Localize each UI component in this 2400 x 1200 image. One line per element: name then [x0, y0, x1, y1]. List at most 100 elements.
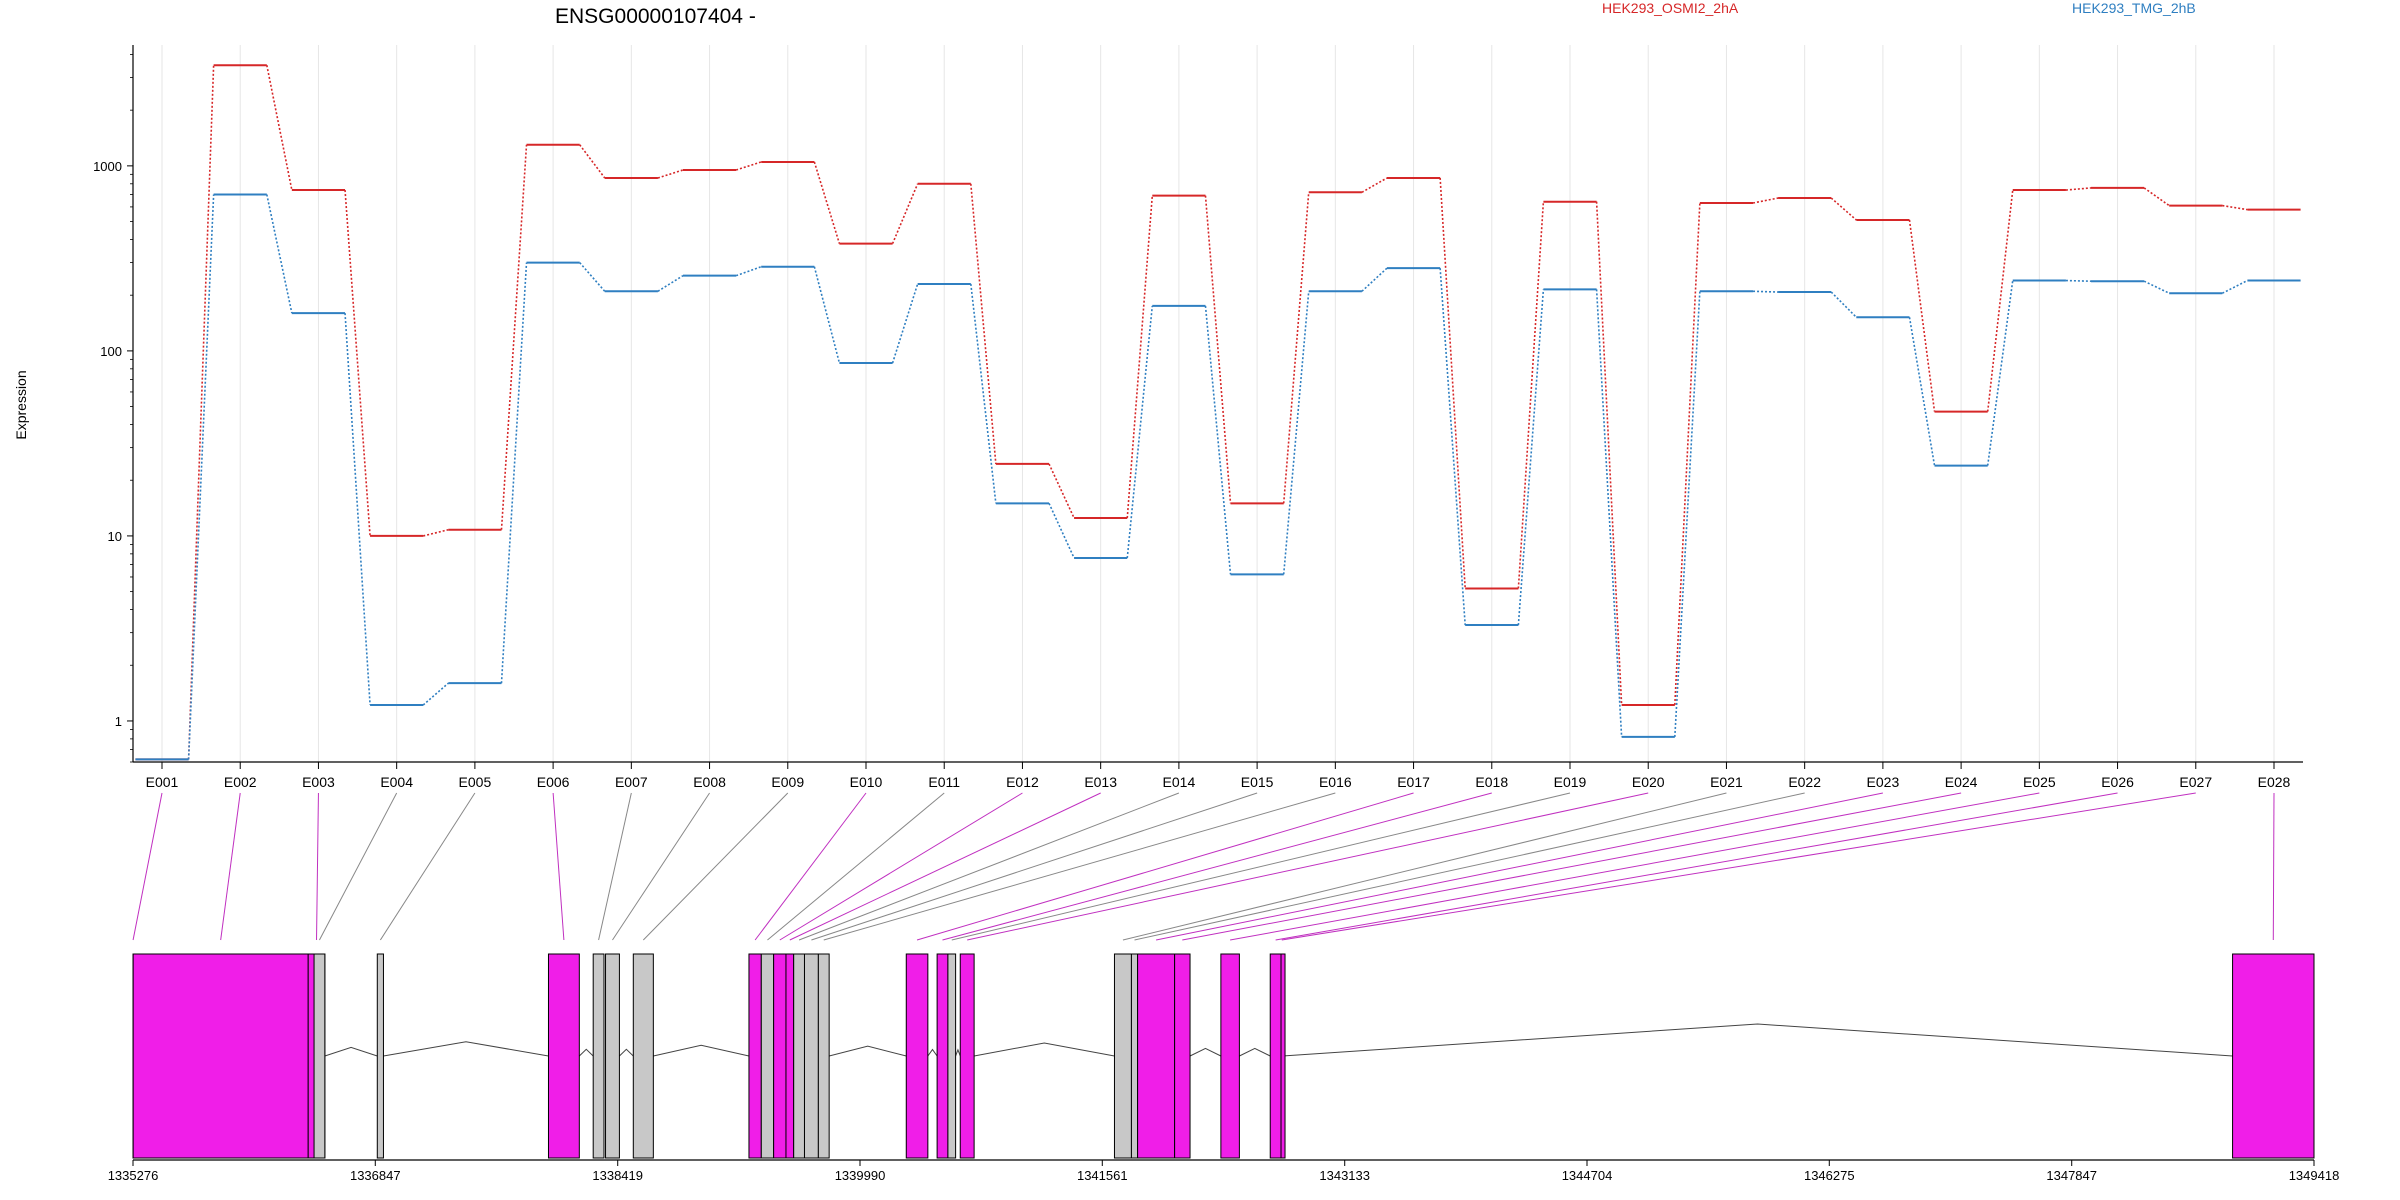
exon-block: [785, 953, 795, 1159]
x-tick-label: E018: [1475, 774, 1508, 790]
exon-connector: [942, 792, 1492, 941]
exon-block: [1280, 953, 1286, 1159]
exon-connector: [811, 792, 1258, 941]
x-tick-label: E014: [1163, 774, 1196, 790]
exon-block: [592, 953, 605, 1159]
x-tick-label: E019: [1554, 774, 1587, 790]
series-connector: [1517, 201, 1545, 589]
intron-line: [927, 1048, 938, 1057]
exon-connector: [598, 792, 632, 941]
series-connector: [187, 65, 215, 760]
series-connector: [891, 183, 919, 244]
series-connector: [1282, 291, 1310, 575]
series-connector: [735, 265, 762, 277]
exon-block: [959, 953, 975, 1159]
genomic-tick-label: 1346275: [1804, 1168, 1855, 1183]
series-2: [135, 193, 2301, 761]
exon-block: [1220, 953, 1240, 1159]
intron-line: [578, 1048, 594, 1057]
series-connector: [1204, 305, 1232, 575]
exon-block: [760, 953, 775, 1159]
series-connector: [2143, 187, 2170, 207]
x-tick-label: E021: [1710, 774, 1743, 790]
exon-block: [2232, 953, 2315, 1159]
series-connector: [1830, 291, 1857, 318]
series-connector: [813, 266, 841, 364]
y-tick-label: 1: [115, 714, 122, 729]
series-connector: [1439, 177, 1466, 589]
y-axis-label: Expression: [13, 370, 29, 439]
y-tick-label: 100: [100, 344, 122, 359]
series-connector: [1517, 289, 1545, 626]
genomic-tick-label: 1338419: [592, 1168, 643, 1183]
x-tick-label: E025: [2023, 774, 2056, 790]
intron-line: [829, 1045, 907, 1057]
series-1: [135, 64, 2301, 761]
exon-block: [817, 953, 830, 1159]
exon-block: [376, 953, 384, 1159]
exon-block: [1137, 953, 1176, 1159]
series-connector: [735, 161, 762, 171]
series-connector: [422, 682, 449, 706]
x-tick-label: E006: [537, 774, 570, 790]
series-connector: [1204, 195, 1232, 504]
series-connector: [1753, 290, 1779, 293]
exon-block: [132, 953, 309, 1159]
series-connector: [1439, 268, 1466, 626]
x-tick-label: E009: [771, 774, 804, 790]
intron-line: [1239, 1047, 1271, 1057]
series-connector: [657, 274, 684, 292]
x-tick-label: E027: [2179, 774, 2212, 790]
series-connector: [1674, 202, 1701, 706]
exon-connector: [612, 792, 710, 941]
exon-connector: [319, 792, 398, 941]
x-tick-label: E016: [1319, 774, 1352, 790]
exon-block: [605, 953, 620, 1159]
x-tick-label: E002: [224, 774, 257, 790]
exon-connector: [1134, 792, 1805, 941]
series-connector: [813, 161, 841, 244]
genomic-tick-label: 1335276: [108, 1168, 159, 1183]
series-connector: [970, 183, 997, 464]
x-tick-label: E017: [1397, 774, 1430, 790]
exon-connector: [779, 792, 1023, 941]
genomic-tick-label: 1344704: [1562, 1168, 1613, 1183]
exon-block: [1269, 953, 1282, 1159]
exon-connector: [132, 792, 163, 941]
legend-item-osmi2: HEK293_OSMI2_2hA: [1602, 0, 1739, 16]
exon-block: [313, 953, 326, 1159]
series-connector: [1830, 197, 1857, 221]
exon-connector: [316, 792, 319, 941]
series-connector: [344, 190, 371, 536]
x-tick-label: E003: [302, 774, 335, 790]
series-connector: [266, 194, 293, 314]
genomic-tick-label: 1341561: [1077, 1168, 1128, 1183]
exon-block: [632, 953, 654, 1159]
exon-block: [1113, 953, 1132, 1159]
chart-title: ENSG00000107404 -: [555, 5, 756, 28]
x-tick-label: E008: [693, 774, 726, 790]
series-connector: [1908, 219, 1936, 412]
x-tick-label: E013: [1084, 774, 1117, 790]
x-tick-label: E012: [1006, 774, 1039, 790]
x-tick-label: E005: [459, 774, 492, 790]
x-tick-label: E026: [2101, 774, 2134, 790]
series-connector: [1361, 177, 1388, 193]
y-tick-label: 1000: [93, 159, 122, 174]
exon-connector: [2272, 792, 2275, 941]
y-tick-label: 10: [108, 529, 122, 544]
series-connector: [579, 144, 606, 179]
series-connector: [187, 194, 215, 760]
series-connector: [1595, 201, 1623, 706]
exon-connector: [754, 792, 867, 941]
series-connector: [423, 528, 449, 537]
axes: 1 10 100 1000 E001 E002 E003 E004 E005 E006 E007 E0…: [93, 45, 2303, 790]
intron-line: [1282, 1023, 2233, 1057]
exon-connector: [1281, 792, 2196, 941]
intron-line: [383, 1041, 549, 1057]
exon-connector: [1122, 792, 1727, 941]
series-connector: [1986, 280, 2014, 466]
series-lines: [135, 64, 2301, 761]
exon-connector: [1156, 792, 1883, 941]
